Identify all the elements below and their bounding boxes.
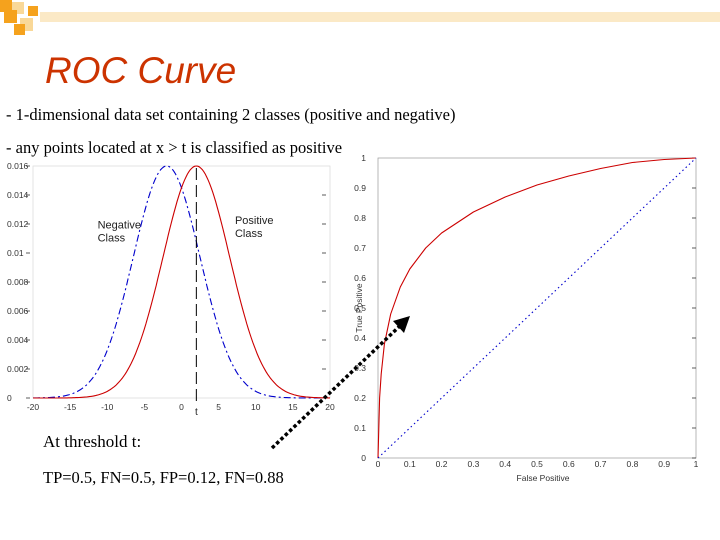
deco-square (28, 6, 38, 16)
x-tick-label: 0.9 (658, 459, 670, 469)
series-line (377, 157, 697, 459)
roc-curve-chart: 0 0.1 0.2 0.3 0.4 0.5 0.6 0.7 0.8 0.9 1 0 0.1 0.2 0.3 0… (354, 153, 699, 483)
slide-title: ROC Curve (45, 50, 237, 91)
x-tick-label: 0.5 (531, 459, 543, 469)
x-tick-label: -5 (141, 402, 149, 412)
series-label: Class (98, 232, 126, 244)
y-tick-label: 0.012 (7, 219, 29, 229)
x-tick-label: -10 (101, 402, 114, 412)
bullet-1: - 1-dimensional data set containing 2 cl… (6, 105, 456, 124)
y-axis-label: True Positive (354, 283, 364, 333)
series-label: Negative (98, 219, 141, 231)
series-line (33, 165, 330, 399)
deco-square (14, 24, 25, 35)
x-tick-label: 0 (376, 459, 381, 469)
y-tick-label: 0.01 (7, 248, 24, 258)
y-tick-label: 0.3 (354, 363, 366, 373)
x-tick-label: 0 (179, 402, 184, 412)
deco-square (0, 0, 12, 12)
x-tick-label: 0.3 (467, 459, 479, 469)
y-tick-label: 0.6 (354, 273, 366, 283)
plot-frame (377, 157, 697, 459)
x-tick-label: 20 (325, 402, 335, 412)
class-distribution-chart: 0 0.002 0.004 0.006 0.008 0.01 0.012 0.014 0.016… (7, 161, 335, 418)
x-tick-label: -20 (27, 402, 40, 412)
series-line (377, 157, 697, 459)
x-tick-label: 0.4 (499, 459, 511, 469)
stats-caption: TP=0.5, FN=0.5, FP=0.12, FN=0.88 (43, 468, 284, 487)
deco-strip (40, 12, 720, 22)
series-line (33, 165, 330, 399)
x-tick-label: 10 (251, 402, 261, 412)
y-tick-label: 0.9 (354, 183, 366, 193)
y-tick-label: 0.8 (354, 213, 366, 223)
plot-frame (32, 165, 331, 399)
y-tick-label: 0.7 (354, 243, 366, 253)
corner-decoration (0, 0, 720, 35)
x-tick-label: 5 (216, 402, 221, 412)
y-tick-label: 0.2 (354, 393, 366, 403)
series-label: Class (235, 228, 263, 240)
x-tick-label: 15 (288, 402, 298, 412)
x-tick-label: 1 (694, 459, 699, 469)
threshold-label: t (195, 407, 198, 418)
y-tick-label: 1 (361, 153, 366, 163)
x-tick-label: 0.2 (436, 459, 448, 469)
y-tick-label: 0.5 (354, 303, 366, 313)
x-tick-label: 0.6 (563, 459, 575, 469)
y-tick-label: 0.014 (7, 190, 29, 200)
y-tick-label: 0.004 (7, 335, 29, 345)
x-tick-label: -15 (64, 402, 77, 412)
series-label: Positive (235, 215, 274, 227)
y-tick-label: 0.002 (7, 364, 29, 374)
bullet-2: - any points located at x > t is classif… (6, 138, 343, 157)
y-tick-label: 0.4 (354, 333, 366, 343)
x-tick-label: 0.7 (595, 459, 607, 469)
y-tick-label: 0 (361, 453, 366, 463)
y-tick-label: 0.016 (7, 161, 29, 171)
x-tick-label: 0.8 (626, 459, 638, 469)
x-tick-label: 0.1 (404, 459, 416, 469)
deco-square (4, 10, 17, 23)
x-axis-label: False Positive (517, 473, 570, 483)
y-tick-label: 0.006 (7, 306, 29, 316)
y-tick-label: 0.008 (7, 277, 29, 287)
threshold-caption: At threshold t: (43, 432, 142, 451)
y-tick-label: 0.1 (354, 423, 366, 433)
y-tick-label: 0 (7, 393, 12, 403)
